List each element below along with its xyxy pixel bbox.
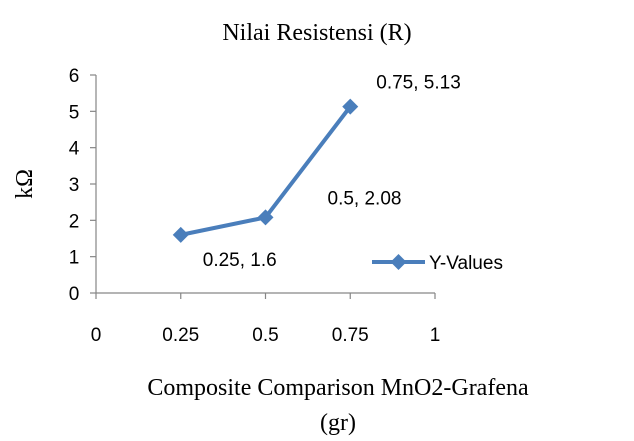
x-axis-title-line-1: Composite Comparison MnO2-Grafena	[147, 375, 529, 401]
x-tick-label: 0.5	[252, 325, 278, 346]
y-tick-label: 4	[69, 139, 80, 160]
x-tick-label: 0.75	[332, 325, 369, 346]
y-tick-label: 1	[69, 248, 80, 269]
series-layer	[172, 98, 359, 243]
y-axis: 0 1 2 3 4 5 6	[69, 66, 97, 305]
y-tick-label: 2	[69, 211, 80, 232]
data-label: 0.25, 1.6	[203, 250, 277, 271]
data-labels-layer: 0.25, 1.6 0.5, 2.08 0.75, 5.13	[203, 73, 461, 271]
legend-label: Y-Values	[429, 253, 503, 274]
y-tick-label: 5	[69, 102, 80, 123]
legend: Y-Values	[372, 253, 503, 274]
y-tick-label: 0	[69, 284, 80, 305]
chart-title: Nilai Resistensi (R)	[222, 20, 411, 46]
x-tick-label: 0	[91, 325, 102, 346]
data-point-marker	[342, 98, 359, 115]
data-label: 0.5, 2.08	[328, 188, 402, 209]
y-tick-label: 3	[69, 175, 80, 196]
x-axis-title-line-2: (gr)	[320, 410, 356, 436]
data-point-marker	[257, 209, 274, 226]
y-axis-title: kΩ	[12, 169, 38, 199]
x-axis: 0 0.25 0.5 0.75 1	[91, 292, 441, 346]
data-point-marker	[172, 226, 189, 243]
x-tick-label: 1	[430, 325, 441, 346]
x-tick-label: 0.25	[162, 325, 199, 346]
data-label: 0.75, 5.13	[376, 73, 461, 94]
legend-marker	[390, 254, 407, 270]
y-tick-label: 6	[69, 66, 80, 87]
